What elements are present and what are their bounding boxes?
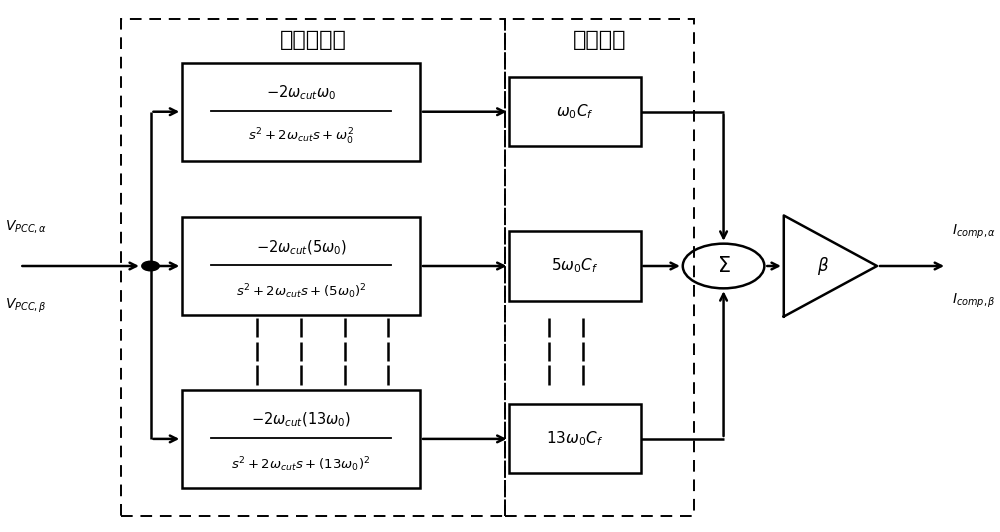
Text: $I_{comp,\beta}$: $I_{comp,\beta}$ <box>952 292 996 310</box>
Bar <box>509 77 641 146</box>
Text: 带通滤波器: 带通滤波器 <box>280 30 347 50</box>
Text: $13\omega_0 C_f$: $13\omega_0 C_f$ <box>546 429 604 448</box>
Bar <box>509 404 641 473</box>
Text: $\omega_0 C_f$: $\omega_0 C_f$ <box>556 102 594 121</box>
Text: $\beta$: $\beta$ <box>817 255 829 277</box>
Bar <box>505 19 694 516</box>
Text: $5\omega_0 C_f$: $5\omega_0 C_f$ <box>551 256 599 276</box>
Circle shape <box>142 261 159 271</box>
Text: $-2\omega_{cut}(5\omega_0)$: $-2\omega_{cut}(5\omega_0)$ <box>256 238 347 256</box>
Text: $-2\omega_{cut}(13\omega_0)$: $-2\omega_{cut}(13\omega_0)$ <box>251 411 351 429</box>
Text: $V_{PCC,\alpha}$: $V_{PCC,\alpha}$ <box>5 218 47 235</box>
Text: $-2\omega_{cut}\omega_0$: $-2\omega_{cut}\omega_0$ <box>266 84 336 103</box>
Text: $\Sigma$: $\Sigma$ <box>717 256 730 276</box>
Text: $s^2+2\omega_{cut}s+\omega_0^2$: $s^2+2\omega_{cut}s+\omega_0^2$ <box>248 127 354 147</box>
Bar <box>509 231 641 301</box>
Text: $s^2+2\omega_{cut}s+(13\omega_0)^2$: $s^2+2\omega_{cut}s+(13\omega_0)^2$ <box>231 455 371 474</box>
Bar <box>182 63 420 161</box>
Bar <box>121 19 505 516</box>
Text: 电容导纳: 电容导纳 <box>573 30 626 50</box>
Bar <box>182 389 420 488</box>
Text: $V_{PCC,\beta}$: $V_{PCC,\beta}$ <box>5 297 47 315</box>
Bar <box>182 217 420 315</box>
Text: $s^2+2\omega_{cut}s+(5\omega_0)^2$: $s^2+2\omega_{cut}s+(5\omega_0)^2$ <box>236 282 366 301</box>
Text: $I_{comp,\alpha}$: $I_{comp,\alpha}$ <box>952 222 996 240</box>
